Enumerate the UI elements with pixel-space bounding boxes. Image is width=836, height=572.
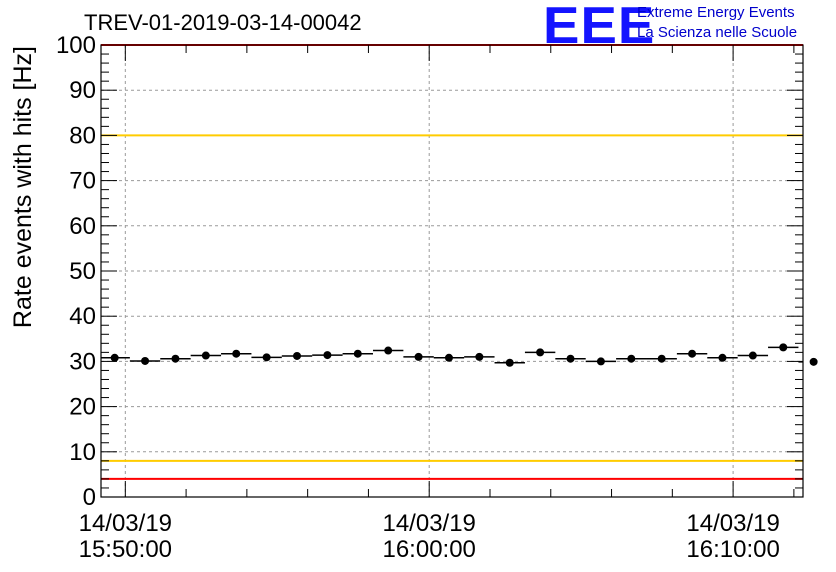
data-point — [627, 354, 636, 363]
eee-logo-mark: EEE — [543, 0, 656, 55]
data-points — [101, 343, 818, 367]
data-point — [201, 351, 210, 360]
data-point — [414, 352, 423, 361]
data-point — [353, 349, 362, 358]
data-point — [505, 358, 514, 367]
data-point — [566, 354, 575, 363]
data-point — [171, 354, 180, 363]
y-tick-labels: 0 10 20 30 40 50 60 70 80 90 100 — [56, 32, 96, 511]
x-tick-labels: 14/03/1915:50:0014/03/1916:00:0014/03/19… — [79, 510, 780, 563]
data-point — [657, 354, 666, 363]
run-title: TREV-01-2019-03-14-00042 — [84, 10, 362, 35]
x-tick-date: 14/03/19 — [79, 510, 172, 537]
y-tick-label: 80 — [69, 122, 96, 149]
logo-subtitle-1: Extreme Energy Events — [637, 4, 795, 21]
data-point — [323, 351, 332, 360]
y-tick-label: 100 — [56, 32, 96, 59]
y-tick-label: 70 — [69, 168, 96, 195]
data-point — [475, 352, 484, 361]
y-tick-label: 30 — [69, 348, 96, 375]
y-tick-label: 20 — [69, 394, 96, 421]
y-tick-label: 50 — [69, 258, 96, 285]
y-tick-label: 0 — [83, 484, 96, 511]
x-tick-time: 16:10:00 — [686, 536, 779, 563]
data-point — [718, 353, 727, 362]
data-point — [809, 357, 818, 366]
data-point — [748, 351, 757, 360]
x-tick-date: 14/03/19 — [382, 510, 475, 537]
y-tick-label: 60 — [69, 213, 96, 240]
axis-ticks — [101, 44, 803, 498]
x-tick-time: 15:50:00 — [79, 536, 172, 563]
data-point — [688, 349, 697, 358]
y-tick-label: 90 — [69, 77, 96, 104]
data-point — [444, 353, 453, 362]
y-tick-label: 10 — [69, 439, 96, 466]
data-point — [779, 343, 788, 352]
x-tick-time: 16:00:00 — [382, 536, 475, 563]
data-point — [293, 351, 302, 360]
reference-lines — [101, 44, 803, 480]
logo-subtitle-2: La Scienza nelle Scuole — [637, 24, 798, 41]
data-point — [384, 346, 393, 355]
y-tick-label: 40 — [69, 303, 96, 330]
grid-layer — [101, 45, 803, 497]
y-axis-title: Rate events with hits [Hz] — [9, 46, 37, 328]
data-point — [141, 356, 150, 365]
data-point — [110, 353, 119, 362]
data-point — [232, 349, 241, 358]
x-tick-date: 14/03/19 — [686, 510, 779, 537]
data-point — [596, 357, 605, 366]
data-point — [262, 353, 271, 362]
data-point — [536, 348, 545, 357]
